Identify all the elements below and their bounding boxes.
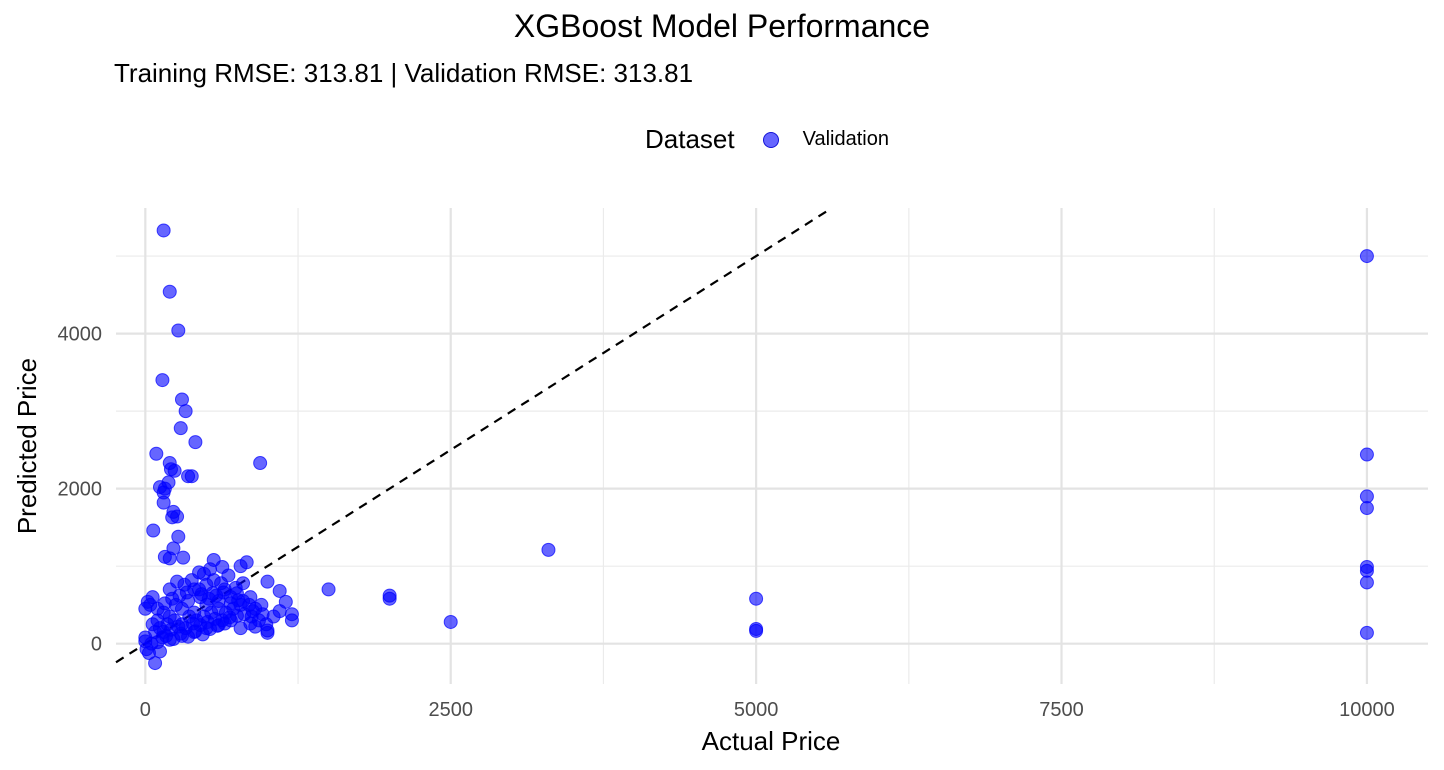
data-point — [541, 542, 556, 557]
data-point — [171, 529, 186, 544]
x-axis-label: Actual Price — [702, 726, 841, 756]
chart-subtitle: Training RMSE: 313.81 | Validation RMSE:… — [114, 58, 694, 88]
data-point — [162, 551, 177, 566]
data-point — [245, 604, 260, 619]
data-point — [173, 421, 188, 436]
data-point — [1359, 625, 1374, 640]
data-point — [272, 583, 287, 598]
x-tick-label: 7500 — [1039, 699, 1084, 721]
data-point — [1359, 447, 1374, 462]
data-point — [156, 223, 171, 238]
y-tick-label: 2000 — [58, 479, 103, 501]
data-point — [749, 623, 764, 638]
data-point — [321, 582, 336, 597]
data-point — [156, 495, 171, 510]
data-point — [149, 446, 164, 461]
data-point — [253, 456, 268, 471]
data-point — [382, 591, 397, 606]
data-point — [184, 469, 199, 484]
data-point — [216, 585, 231, 600]
x-tick-label: 5000 — [734, 699, 779, 721]
data-point — [176, 550, 191, 565]
data-point — [1359, 575, 1374, 590]
data-point — [178, 404, 193, 419]
x-tick-label: 0 — [140, 699, 151, 721]
data-point — [217, 616, 232, 631]
y-axis-ticks: 0 2000 4000 — [58, 324, 103, 656]
data-point — [443, 614, 458, 629]
grid — [116, 208, 1428, 684]
data-point — [148, 656, 163, 671]
y-tick-label: 0 — [91, 634, 102, 656]
data-point — [260, 574, 275, 589]
reference-line — [115, 207, 833, 664]
legend-title: Dataset — [645, 124, 735, 154]
legend: Dataset Validation — [0, 124, 1444, 155]
data-point — [1359, 489, 1374, 504]
chart-title: XGBoost Model Performance — [513, 8, 931, 44]
data-point — [166, 504, 181, 519]
data-point — [236, 576, 251, 591]
data-point — [749, 591, 764, 606]
data-point — [162, 284, 177, 299]
data-point — [1359, 249, 1374, 264]
legend-label-validation: Validation — [802, 128, 889, 150]
data-point — [161, 475, 176, 490]
data-point — [155, 373, 170, 388]
data-point — [138, 601, 153, 616]
data-point — [1359, 501, 1374, 516]
data-point — [146, 523, 161, 538]
data-points — [138, 223, 1374, 671]
data-point — [1359, 563, 1374, 578]
y-axis-label: Predicted Price — [12, 358, 42, 534]
data-point — [167, 463, 182, 478]
data-point — [221, 568, 236, 583]
x-tick-label: 10000 — [1339, 699, 1395, 721]
data-point — [284, 607, 299, 622]
data-point — [233, 559, 248, 574]
data-point — [152, 644, 167, 659]
data-point — [171, 323, 186, 338]
x-tick-label: 2500 — [428, 699, 473, 721]
legend-key-validation — [762, 131, 779, 148]
data-point — [243, 590, 258, 605]
y-tick-label: 4000 — [58, 324, 103, 346]
data-point — [188, 435, 203, 450]
data-point — [231, 593, 246, 608]
data-point — [174, 392, 189, 407]
identity-line — [115, 207, 833, 664]
x-axis-ticks: 0 2500 5000 7500 10000 — [140, 699, 1395, 721]
